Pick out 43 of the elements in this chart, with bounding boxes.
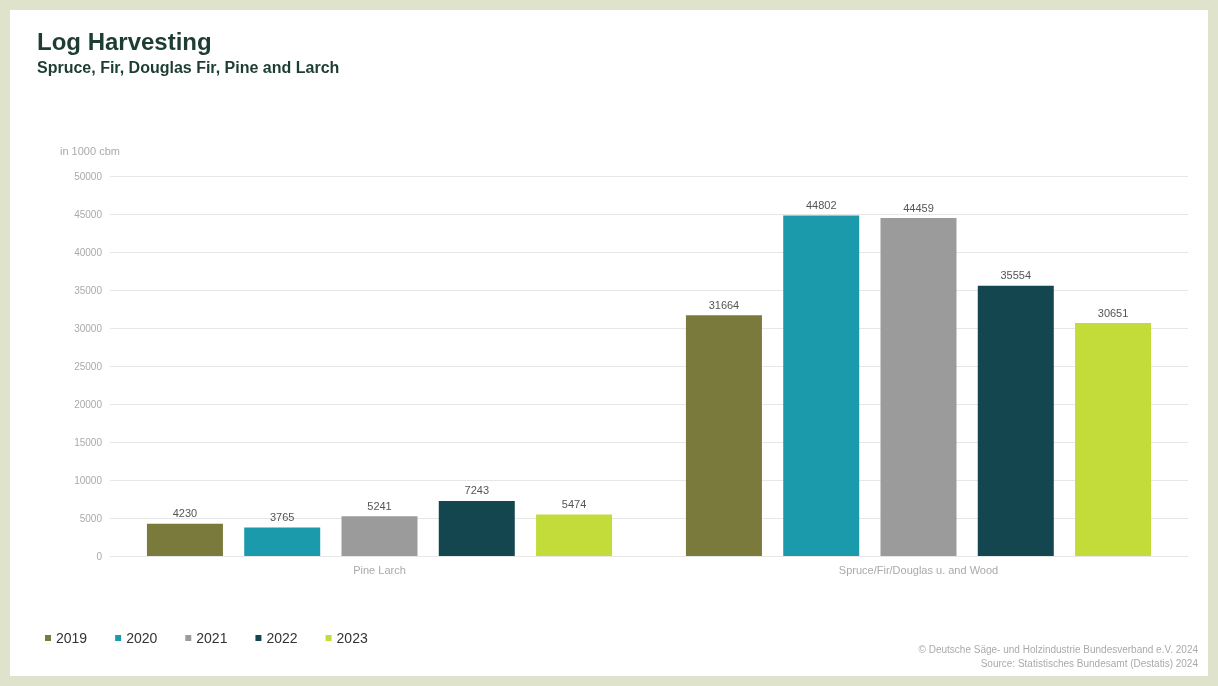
data-label: 31664 bbox=[708, 298, 740, 311]
text: © Deutsche Säge- und Holzindustrie Bundesverband e.V. 2024 bbox=[918, 643, 1199, 655]
y-tick-label: 15000 bbox=[74, 436, 103, 448]
data-label: 35554 bbox=[1000, 269, 1032, 282]
data-label: 30651 bbox=[1097, 306, 1129, 319]
y-tick-label: 40000 bbox=[74, 246, 103, 258]
bar bbox=[685, 315, 762, 556]
y-tick-label: 10000 bbox=[74, 474, 103, 486]
y-tick-label: 45000 bbox=[74, 208, 103, 220]
legend-label: 2022 bbox=[266, 630, 298, 646]
y-tick-label: 30000 bbox=[74, 322, 103, 334]
legend-label: 2020 bbox=[126, 630, 158, 646]
data-label: 3765 bbox=[269, 510, 295, 523]
y-tick-label: 0 bbox=[96, 550, 103, 562]
bar bbox=[1075, 323, 1152, 556]
y-tick-label: 35000 bbox=[74, 284, 103, 296]
data-label: 5241 bbox=[367, 499, 392, 512]
y-axis-title: in 1000 cbm bbox=[60, 144, 120, 157]
legend-label: 2023 bbox=[336, 630, 368, 646]
bar bbox=[977, 285, 1054, 556]
bar bbox=[341, 516, 418, 556]
y-tick-label: 50000 bbox=[74, 170, 103, 182]
bar bbox=[244, 527, 321, 556]
y-tick-label: 20000 bbox=[74, 398, 103, 410]
bar bbox=[783, 215, 860, 556]
legend-label: 2021 bbox=[196, 630, 228, 646]
y-tick-label: 25000 bbox=[74, 360, 103, 372]
y-tick-label: 5000 bbox=[79, 512, 103, 524]
bar bbox=[146, 523, 223, 556]
x-tick-label: Pine Larch bbox=[353, 563, 406, 576]
data-label: 44459 bbox=[903, 201, 934, 214]
data-label: 44802 bbox=[805, 199, 837, 211]
data-label: 4230 bbox=[172, 507, 198, 520]
bar bbox=[880, 218, 957, 556]
bar bbox=[536, 514, 613, 556]
x-tick-label: Spruce/Fir/Douglas u. and Wood bbox=[838, 563, 999, 576]
chart-title: Log Harvesting bbox=[37, 27, 212, 55]
data-label: 7243 bbox=[464, 484, 490, 497]
bar bbox=[438, 500, 515, 556]
chart-subtitle: Spruce, Fir, Douglas Fir, Pine and Larch bbox=[37, 58, 340, 76]
source-note: Source: Statistisches Bundesamt (Destatis) 2024 bbox=[980, 657, 1199, 669]
data-label: 5474 bbox=[561, 497, 587, 510]
legend-label: 2019 bbox=[56, 630, 88, 646]
